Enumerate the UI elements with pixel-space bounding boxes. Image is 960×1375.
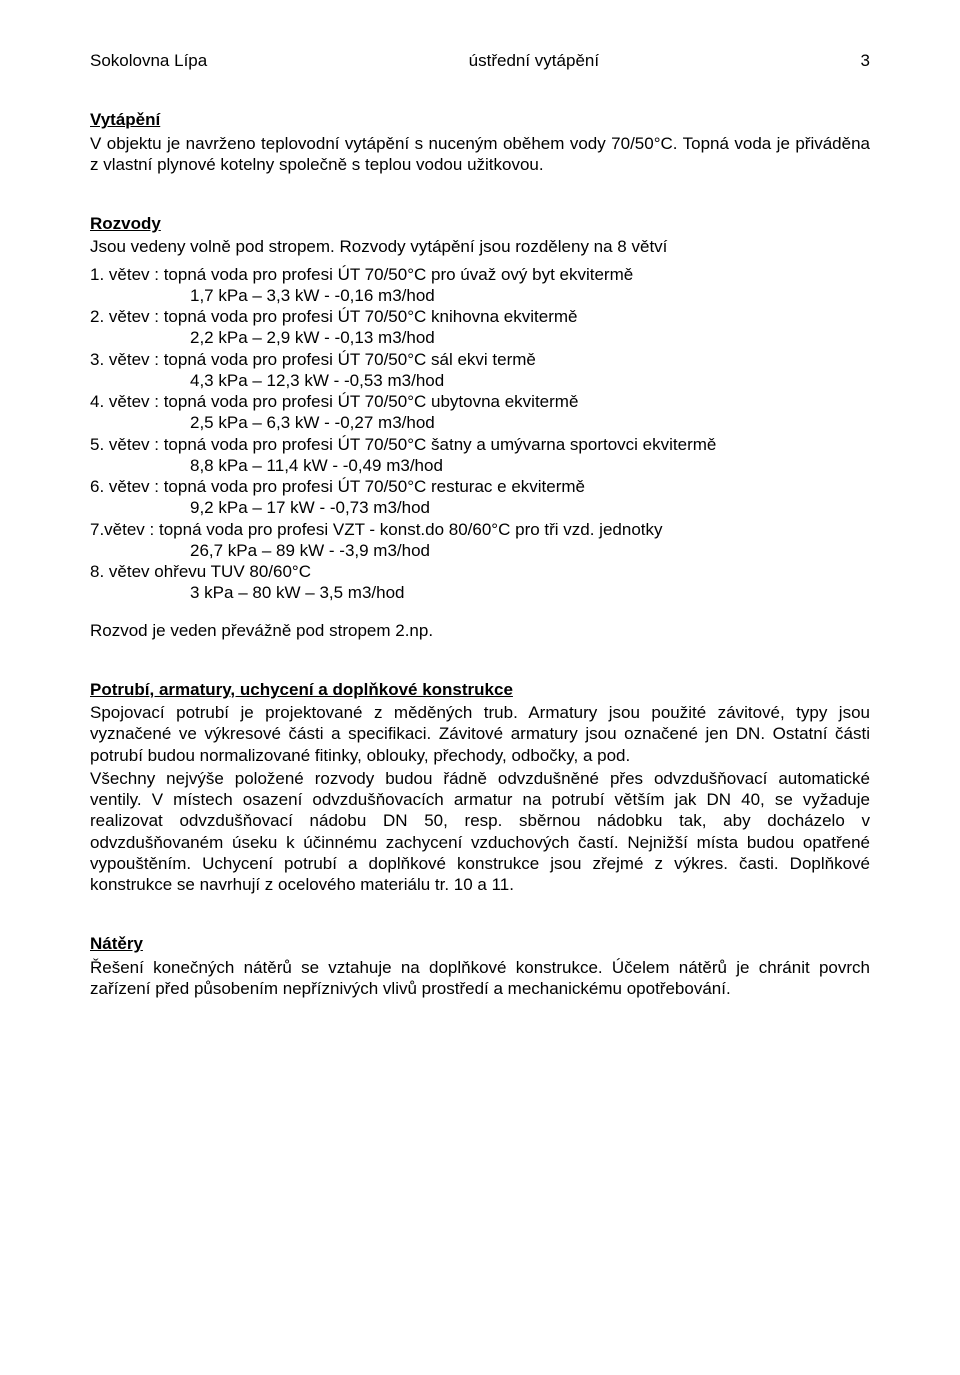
branch-5-values: 8,8 kPa – 11,4 kW - -0,49 m3/hod [90,455,870,476]
branch-3: 3. větev : topná voda pro profesi ÚT 70/… [90,349,870,370]
paragraph-potrubi-2: Všechny nejvýše položené rozvody budou ř… [90,768,870,896]
paragraph-rozvody-intro: Jsou vedeny volně pod stropem. Rozvody v… [90,236,870,257]
branch-2: 2. větev : topná voda pro profesi ÚT 70/… [90,306,870,327]
branch-4: 4. větev : topná voda pro profesi ÚT 70/… [90,391,870,412]
document-header: Sokolovna Lípa ústřední vytápění 3 [90,50,870,71]
branch-3-values: 4,3 kPa – 12,3 kW - -0,53 m3/hod [90,370,870,391]
header-page-number: 3 [861,50,870,71]
branch-4-values: 2,5 kPa – 6,3 kW - -0,27 m3/hod [90,412,870,433]
header-left: Sokolovna Lípa [90,50,207,71]
section-heading-natery: Nátěry [90,933,870,954]
section-heading-vytapeni: Vytápění [90,109,870,130]
branch-7-values: 26,7 kPa – 89 kW - -3,9 m3/hod [90,540,870,561]
header-center: ústřední vytápění [469,50,599,71]
branch-2-values: 2,2 kPa – 2,9 kW - -0,13 m3/hod [90,327,870,348]
branch-6-values: 9,2 kPa – 17 kW - -0,73 m3/hod [90,497,870,518]
branch-8-values: 3 kPa – 80 kW – 3,5 m3/hod [90,582,870,603]
branch-8: 8. větev ohřevu TUV 80/60°C [90,561,870,582]
paragraph-vytapeni: V objektu je navrženo teplovodní vytápěn… [90,133,870,176]
branch-7: 7.větev : topná voda pro profesi VZT - k… [90,519,870,540]
branch-6: 6. větev : topná voda pro profesi ÚT 70/… [90,476,870,497]
section-heading-rozvody: Rozvody [90,213,870,234]
branch-1: 1. větev : topná voda pro profesi ÚT 70/… [90,264,870,285]
section-heading-potrubi: Potrubí, armatury, uchycení a doplňkové … [90,679,870,700]
paragraph-rozvody-footer: Rozvod je veden převážně pod stropem 2.n… [90,620,870,641]
paragraph-natery: Řešení konečných nátěrů se vztahuje na d… [90,957,870,1000]
branch-5: 5. větev : topná voda pro profesi ÚT 70/… [90,434,870,455]
branch-1-values: 1,7 kPa – 3,3 kW - -0,16 m3/hod [90,285,870,306]
branch-list: 1. větev : topná voda pro profesi ÚT 70/… [90,264,870,604]
paragraph-potrubi-1: Spojovací potrubí je projektované z mědě… [90,702,870,766]
